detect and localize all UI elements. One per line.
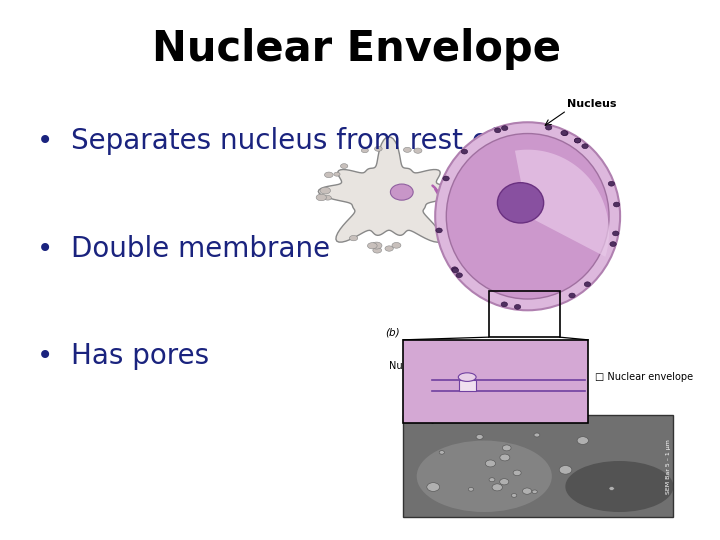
Ellipse shape (439, 451, 444, 454)
Ellipse shape (613, 231, 619, 236)
Ellipse shape (459, 373, 476, 381)
Ellipse shape (374, 146, 382, 151)
Ellipse shape (610, 242, 616, 246)
Text: (b): (b) (385, 327, 400, 337)
Text: Nucleus: Nucleus (567, 99, 616, 109)
Ellipse shape (613, 202, 620, 207)
Polygon shape (515, 150, 609, 257)
Ellipse shape (502, 126, 508, 131)
Ellipse shape (324, 195, 331, 200)
Ellipse shape (443, 176, 449, 181)
Ellipse shape (495, 128, 501, 133)
Ellipse shape (498, 183, 544, 223)
Ellipse shape (444, 210, 453, 215)
Ellipse shape (511, 494, 517, 497)
Ellipse shape (476, 435, 483, 440)
Ellipse shape (492, 484, 503, 491)
Ellipse shape (367, 242, 377, 249)
Text: •  Has pores: • Has pores (37, 342, 209, 370)
Ellipse shape (451, 210, 457, 213)
Ellipse shape (561, 131, 567, 136)
Bar (489, 292, 559, 337)
Ellipse shape (325, 172, 333, 178)
Ellipse shape (489, 478, 495, 482)
Polygon shape (318, 137, 459, 242)
Ellipse shape (392, 242, 401, 248)
Ellipse shape (446, 133, 609, 299)
Ellipse shape (341, 164, 348, 168)
Ellipse shape (577, 437, 588, 444)
Ellipse shape (320, 187, 330, 194)
Text: •  Separates nucleus from rest of cell: • Separates nucleus from rest of cell (37, 127, 555, 155)
Ellipse shape (334, 172, 340, 176)
Ellipse shape (485, 460, 495, 467)
Ellipse shape (349, 235, 358, 241)
Ellipse shape (532, 490, 537, 494)
Ellipse shape (501, 302, 508, 307)
Text: SEM Bar 5 – 1 μm: SEM Bar 5 – 1 μm (666, 438, 671, 494)
Ellipse shape (559, 465, 572, 474)
Ellipse shape (562, 131, 568, 136)
Ellipse shape (584, 282, 590, 287)
Ellipse shape (438, 220, 446, 226)
Ellipse shape (500, 478, 509, 485)
Ellipse shape (565, 461, 673, 512)
Ellipse shape (439, 214, 449, 220)
Ellipse shape (451, 267, 458, 272)
Bar (459, 380, 476, 392)
Ellipse shape (569, 293, 575, 298)
Ellipse shape (452, 268, 459, 273)
Text: □ Nuclear envelope: □ Nuclear envelope (595, 372, 693, 382)
Ellipse shape (414, 148, 422, 153)
Text: Nuclear pore: Nuclear pore (389, 361, 464, 377)
Ellipse shape (514, 305, 521, 309)
Ellipse shape (417, 441, 552, 512)
Ellipse shape (609, 487, 614, 490)
Ellipse shape (371, 242, 382, 249)
Ellipse shape (427, 483, 440, 491)
Ellipse shape (582, 144, 588, 149)
Ellipse shape (503, 445, 511, 451)
Bar (403, 340, 588, 423)
Ellipse shape (546, 125, 552, 130)
Bar (403, 415, 673, 517)
Ellipse shape (361, 148, 369, 153)
Ellipse shape (435, 122, 620, 310)
Ellipse shape (523, 488, 531, 494)
Ellipse shape (608, 181, 615, 186)
Ellipse shape (390, 184, 413, 200)
Ellipse shape (456, 273, 462, 278)
Ellipse shape (575, 138, 581, 143)
Text: Nuclear Envelope: Nuclear Envelope (153, 28, 562, 70)
Ellipse shape (436, 228, 442, 233)
Ellipse shape (500, 454, 510, 461)
Ellipse shape (316, 194, 326, 201)
Ellipse shape (534, 433, 540, 437)
Ellipse shape (403, 147, 411, 152)
Text: •  Double membrane: • Double membrane (37, 234, 330, 262)
Text: (a): (a) (410, 402, 425, 413)
Ellipse shape (385, 246, 393, 251)
Ellipse shape (575, 138, 581, 143)
Ellipse shape (468, 488, 474, 491)
Ellipse shape (446, 171, 454, 176)
Ellipse shape (437, 220, 446, 226)
Ellipse shape (513, 470, 521, 476)
Ellipse shape (373, 247, 382, 253)
Ellipse shape (462, 149, 467, 154)
